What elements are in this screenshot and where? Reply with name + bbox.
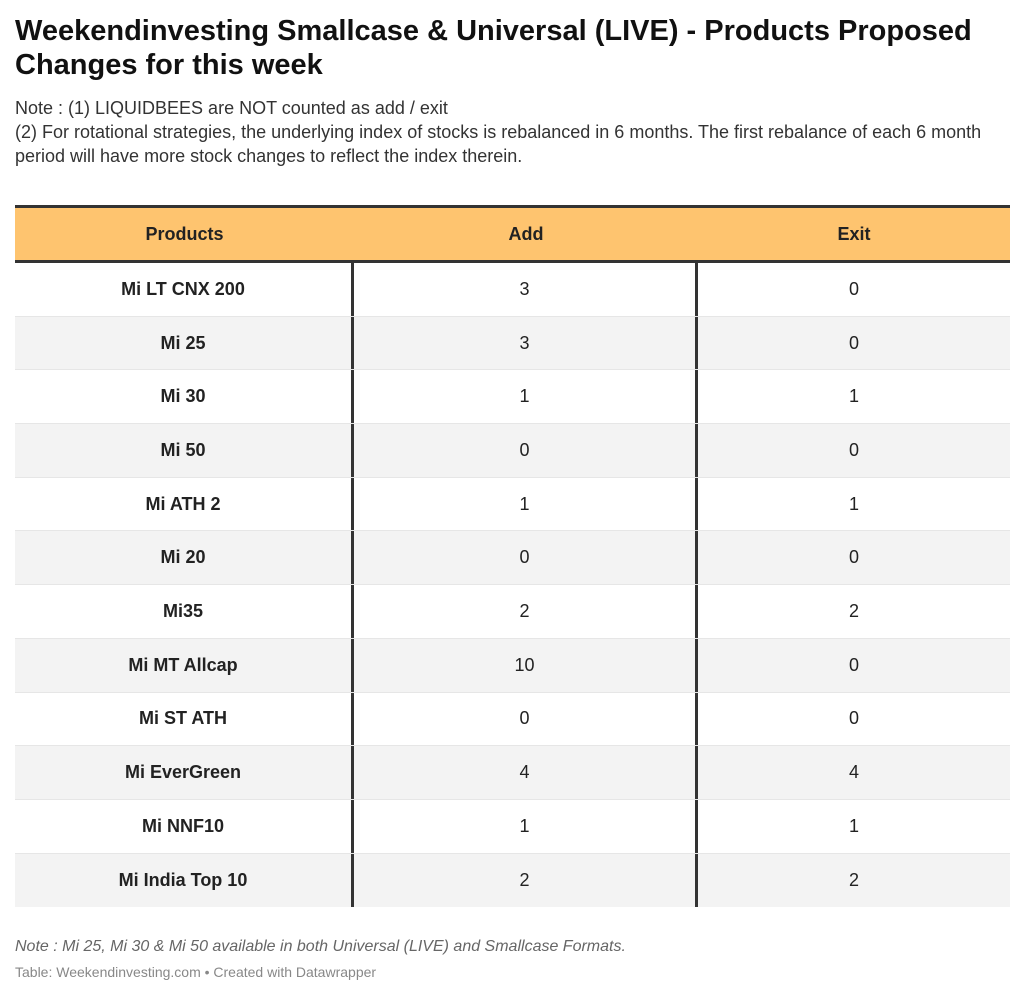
exit-cell: 0 xyxy=(848,708,859,729)
product-cell: Mi NNF10 xyxy=(15,799,354,853)
exit-cell: 0 xyxy=(848,278,859,299)
table-top-rule xyxy=(15,205,1010,208)
add-cell: 10 xyxy=(354,638,698,692)
chart-title: Weekendinvesting Smallcase & Universal (… xyxy=(15,15,972,81)
product-cell: Mi35 xyxy=(15,585,354,638)
product-cell: Mi 50 xyxy=(15,424,354,477)
table-row: Mi LT CNX 200 3 0 xyxy=(15,263,1010,317)
exit-cell: 4 xyxy=(848,762,859,783)
table-row: Mi 20 0 0 xyxy=(15,531,1010,586)
chart-footer: Note : Mi 25, Mi 30 & Mi 50 available in… xyxy=(15,936,1010,981)
exit-cell: 1 xyxy=(848,493,859,514)
exit-cell: 1 xyxy=(848,386,859,407)
product-cell: Mi ST ATH xyxy=(15,692,354,746)
table-row: Mi 50 0 0 xyxy=(15,424,1010,478)
table-row: Mi MT Allcap 10 0 xyxy=(15,638,1010,693)
exit-cell: 0 xyxy=(848,654,859,675)
add-cell: 4 xyxy=(354,746,698,799)
exit-cell: 0 xyxy=(848,439,859,460)
exit-cell: 1 xyxy=(848,815,859,836)
table-body: Mi LT CNX 200 3 0 Mi 25 3 0 Mi 30 1 1 Mi 50 0 0 Mi A… xyxy=(15,263,1010,908)
note-line-1: Note : (1) LIQUIDBEES are NOT counted as… xyxy=(15,98,448,118)
table-row: Mi ST ATH 0 0 xyxy=(15,692,1010,747)
product-cell: Mi 25 xyxy=(15,316,354,370)
data-table: Products Add Exit Mi LT CNX 200 3 0 Mi 25 3 0… xyxy=(15,205,1010,908)
column-header-add: Add xyxy=(508,223,544,244)
exit-cell: 0 xyxy=(848,332,859,353)
add-cell: 3 xyxy=(354,263,698,316)
footer-source: Table: Weekendinvesting.com • Created wi… xyxy=(15,964,377,980)
product-cell: Mi EverGreen xyxy=(15,746,354,799)
exit-cell: 0 xyxy=(848,547,859,568)
chart-notes: Note : (1) LIQUIDBEES are NOT counted as… xyxy=(15,96,1010,168)
table-row: Mi India Top 10 2 2 xyxy=(15,853,1010,908)
table-header-rule xyxy=(15,260,1010,263)
column-header-exit: Exit xyxy=(837,223,871,244)
exit-cell: 2 xyxy=(848,869,859,890)
footer-note: Note : Mi 25, Mi 30 & Mi 50 available in… xyxy=(15,938,626,955)
add-cell: 1 xyxy=(354,370,698,424)
table-row: Mi35 2 2 xyxy=(15,585,1010,639)
add-cell: 0 xyxy=(354,424,698,477)
table-row: Mi NNF10 1 1 xyxy=(15,799,1010,854)
table-row: Mi 30 1 1 xyxy=(15,370,1010,425)
add-cell: 3 xyxy=(354,316,698,370)
product-cell: Mi ATH 2 xyxy=(15,477,354,531)
add-cell: 1 xyxy=(354,799,698,853)
table-row: Mi EverGreen 4 4 xyxy=(15,746,1010,800)
column-header-products: Products xyxy=(145,223,224,244)
product-cell: Mi MT Allcap xyxy=(15,638,354,692)
product-cell: Mi 20 xyxy=(15,531,354,585)
add-cell: 0 xyxy=(354,531,698,585)
chart-header: Weekendinvesting Smallcase & Universal (… xyxy=(15,14,1010,168)
add-cell: 0 xyxy=(354,692,698,746)
note-line-2: (2) For rotational strategies, the under… xyxy=(15,122,982,166)
table-header-row: Products Add Exit xyxy=(15,208,1010,260)
add-cell: 2 xyxy=(354,853,698,908)
table-row: Mi 25 3 0 xyxy=(15,316,1010,371)
product-cell: Mi LT CNX 200 xyxy=(15,263,354,316)
product-cell: Mi 30 xyxy=(15,370,354,424)
product-cell: Mi India Top 10 xyxy=(15,853,354,908)
exit-cell: 2 xyxy=(848,600,859,621)
add-cell: 1 xyxy=(354,477,698,531)
add-cell: 2 xyxy=(354,585,698,638)
